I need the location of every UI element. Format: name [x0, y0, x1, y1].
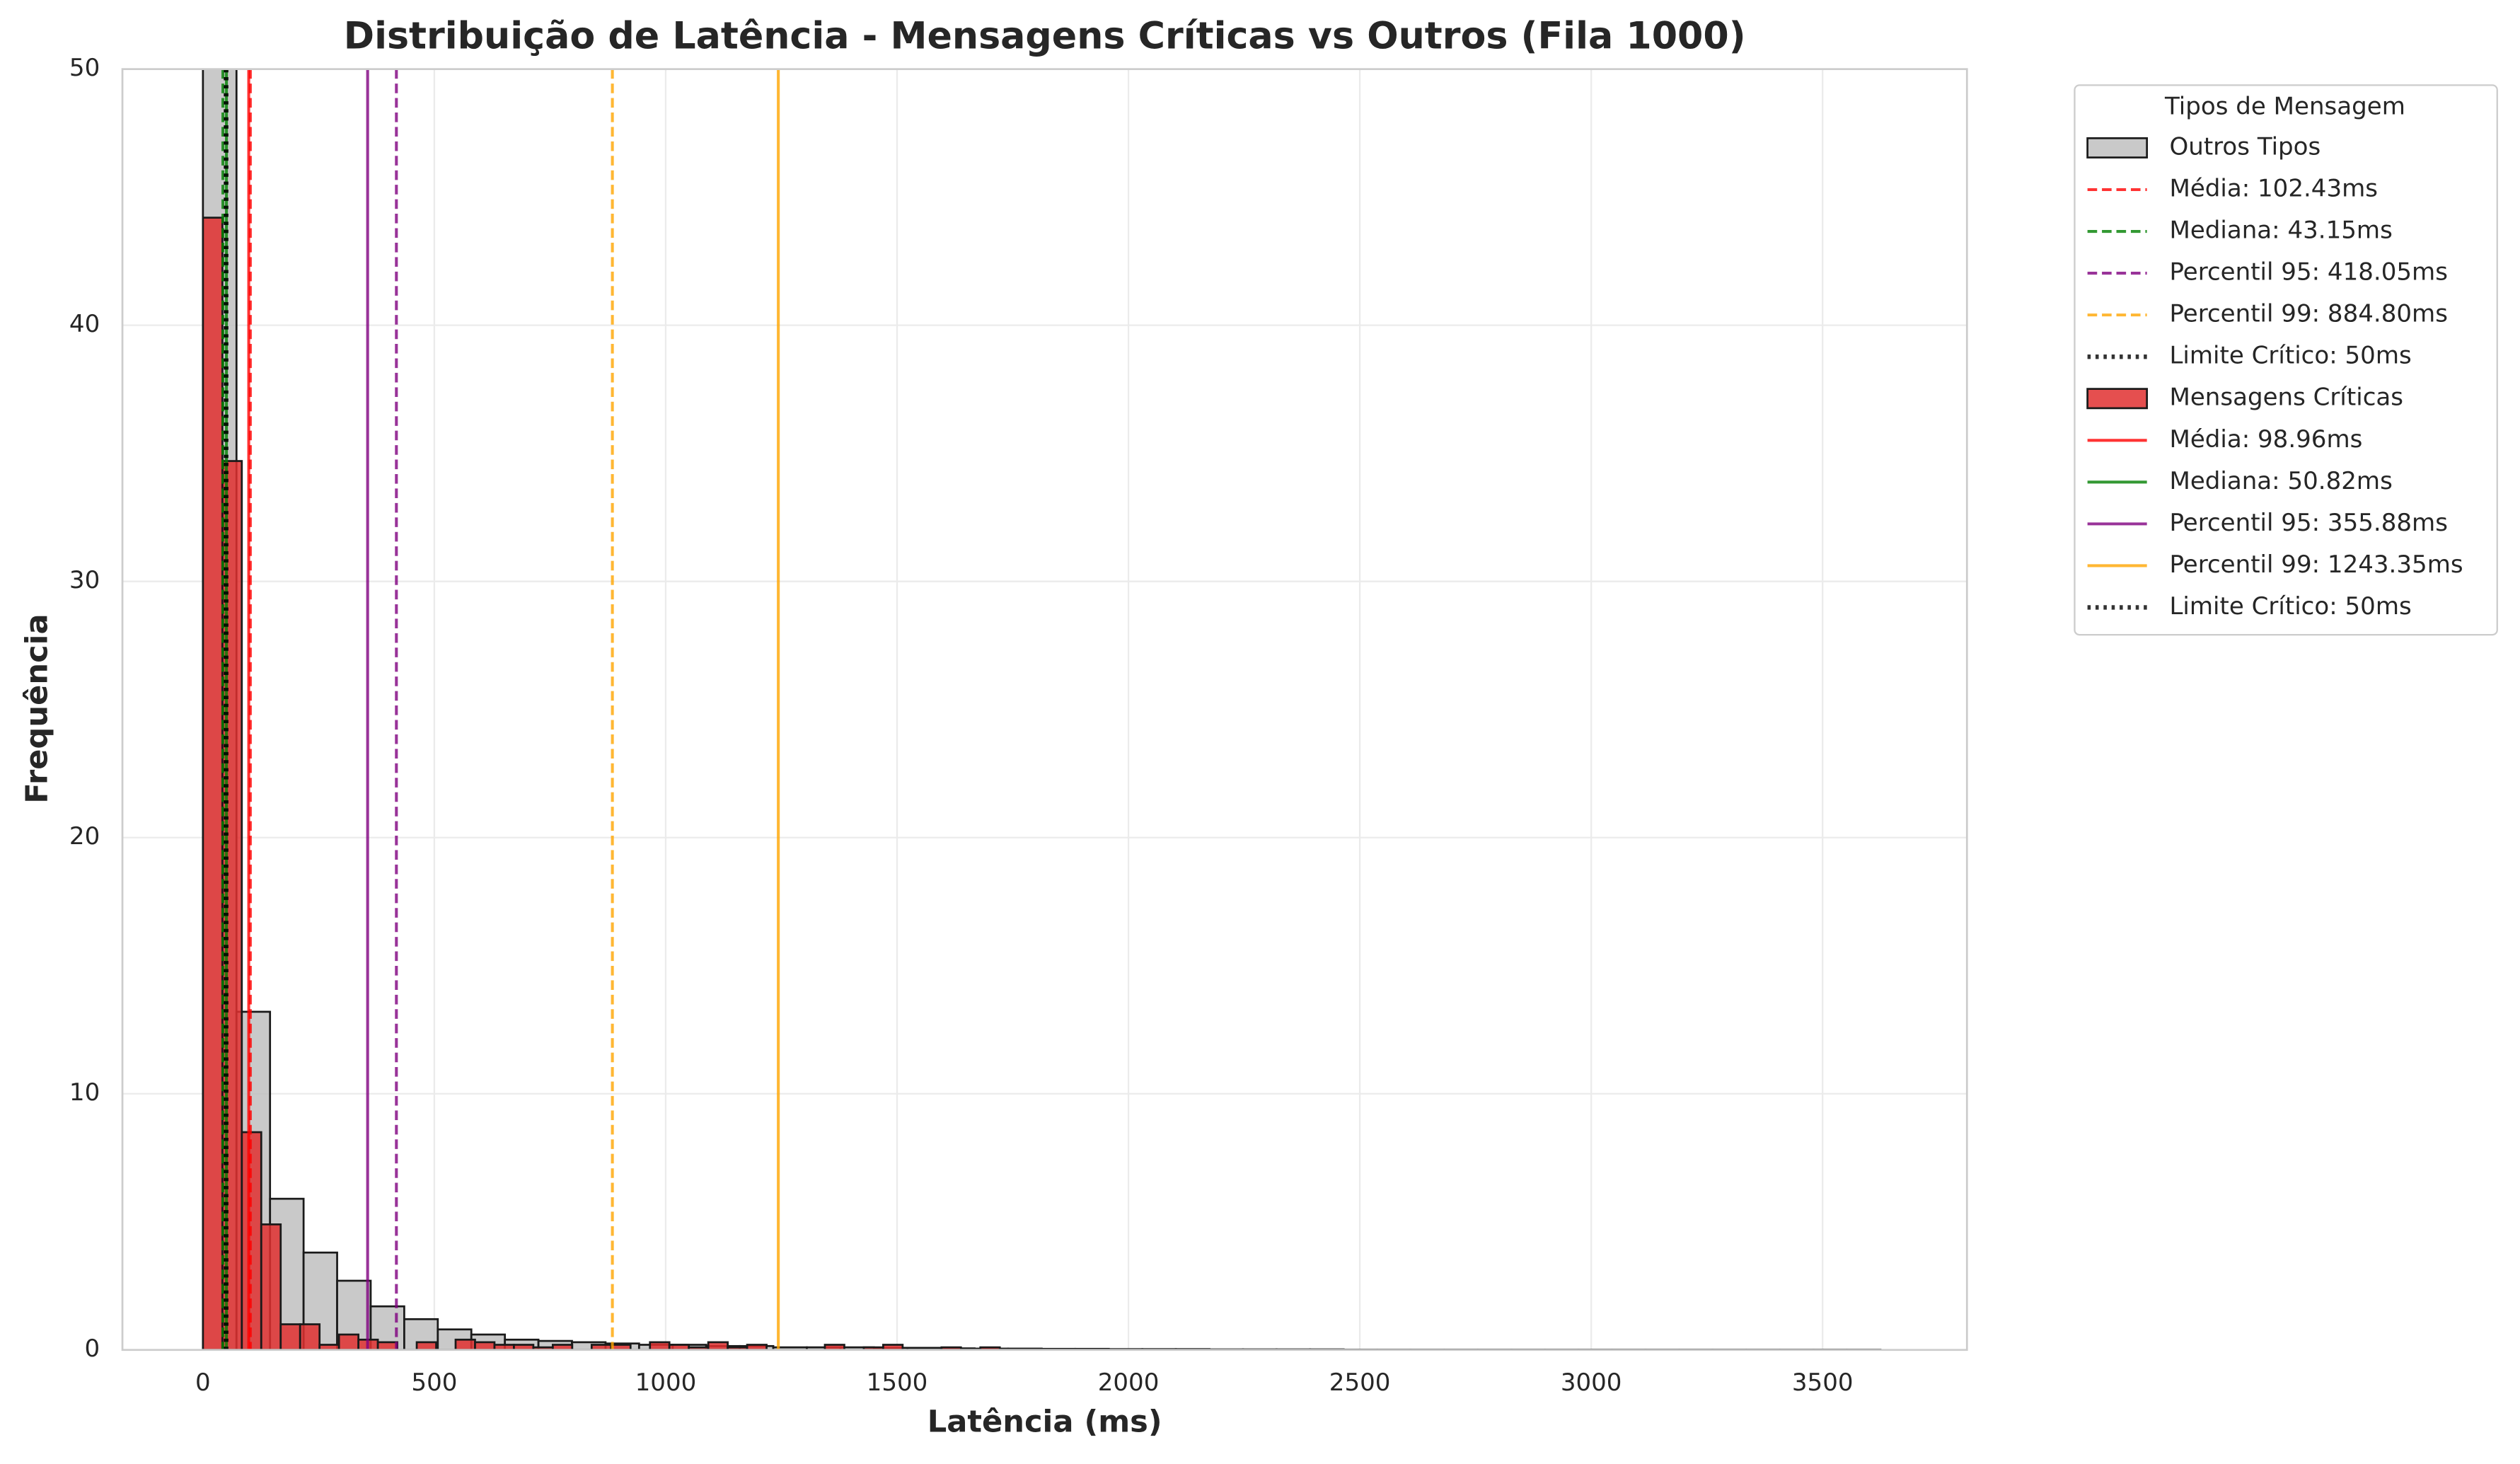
legend-label: Limite Crítico: 50ms [2169, 342, 2411, 370]
legend-box [2074, 84, 2498, 636]
legend-label: Percentil 95: 355.88ms [2169, 509, 2448, 537]
y-tick-label: 50 [69, 54, 100, 82]
x-tick-label: 500 [411, 1368, 457, 1397]
legend-swatch [2086, 137, 2149, 158]
histogram-bar [707, 1341, 729, 1350]
histogram-bar [979, 1346, 1001, 1350]
x-tick-label: 0 [195, 1368, 211, 1397]
histogram-bar [940, 1346, 962, 1350]
histogram-bar [474, 1341, 496, 1350]
histogram-bar [454, 1338, 476, 1350]
legend-label: Percentil 95: 418.05ms [2169, 258, 2448, 287]
y-tick-label: 10 [69, 1078, 100, 1107]
reference-lines [221, 69, 780, 1350]
x-tick-label: 1000 [635, 1368, 697, 1397]
legend-label: Mensagens Críticas [2169, 384, 2403, 412]
histogram-bar [299, 1323, 321, 1350]
x-axis-title: Latência (ms) [927, 1405, 1162, 1440]
legend-label: Média: 98.96ms [2169, 425, 2362, 454]
legend-label: Mediana: 43.15ms [2169, 217, 2392, 245]
histogram-bar [415, 1341, 437, 1350]
x-tick-label: 2000 [1098, 1368, 1160, 1397]
y-tick-label: 0 [85, 1335, 100, 1363]
histogram-bar [279, 1323, 301, 1350]
legend-swatch [2086, 388, 2149, 410]
histogram-bar [746, 1344, 768, 1350]
histogram-bar [376, 1341, 398, 1350]
histogram-bar [551, 1344, 574, 1350]
legend-label: Média: 102.43ms [2169, 174, 2378, 202]
histogram-bar [337, 1333, 359, 1350]
legend-label: Percentil 99: 1243.35ms [2169, 551, 2463, 579]
chart-title: Distribuição de Latência - Mensagens Crí… [344, 16, 1746, 58]
histogram-bar [202, 217, 224, 1350]
histogram-bar [823, 1344, 845, 1350]
legend-label: Limite Crítico: 50ms [2169, 592, 2411, 621]
histogram-bar [649, 1341, 671, 1350]
histogram-bar [882, 1344, 904, 1350]
y-tick-label: 20 [69, 822, 100, 851]
legend-label: Percentil 99: 884.80ms [2169, 300, 2448, 328]
x-tick-label: 1500 [867, 1368, 928, 1397]
legend-label: Outros Tipos [2169, 132, 2320, 161]
histogram-bar [260, 1223, 282, 1350]
x-tick-label: 2500 [1329, 1368, 1391, 1397]
y-tick-label: 30 [69, 566, 100, 594]
legend-label: Mediana: 50.82ms [2169, 467, 2392, 495]
legend: Tipos de Mensagem Outros Tipos Média: 102.… [2074, 84, 2498, 636]
plot-frame [121, 68, 1968, 1351]
x-tick-label: 3000 [1561, 1368, 1622, 1397]
legend-title: Tipos de Mensagem [2164, 93, 2405, 121]
y-axis-title: Frequência [19, 613, 54, 803]
x-tick-label: 3500 [1792, 1368, 1854, 1397]
y-tick-label: 40 [69, 310, 100, 338]
